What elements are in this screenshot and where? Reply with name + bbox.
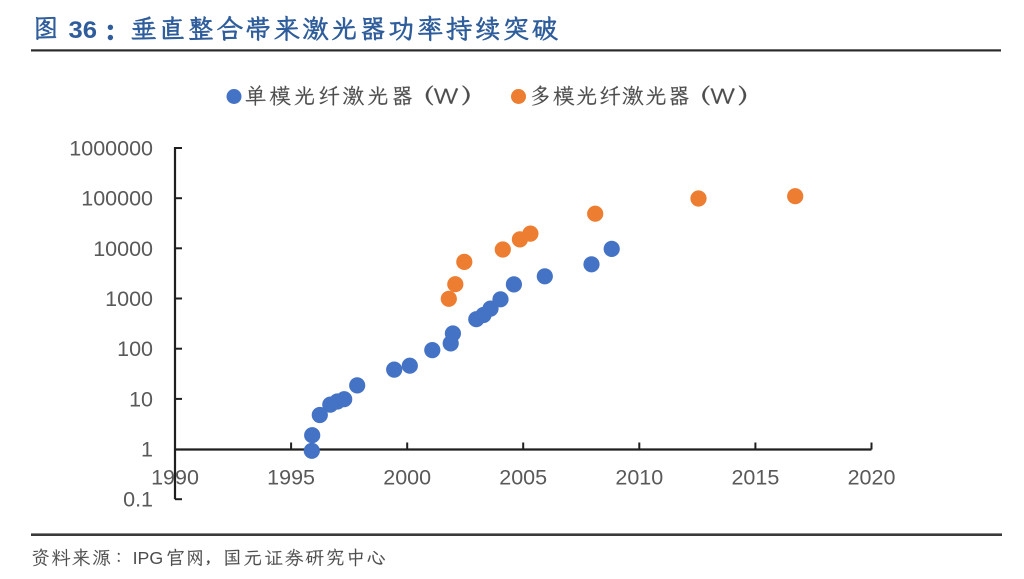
svg-text:2010: 2010: [615, 466, 663, 490]
svg-text:100000: 100000: [81, 187, 153, 211]
svg-text:1000000: 1000000: [69, 137, 153, 161]
svg-text:36: 36: [69, 17, 98, 44]
svg-text:10: 10: [129, 387, 153, 411]
svg-text:2020: 2020: [848, 466, 896, 490]
svg-text:2000: 2000: [383, 466, 431, 490]
svg-text:2015: 2015: [731, 466, 779, 490]
svg-text:10000: 10000: [93, 237, 153, 261]
svg-text:IPG: IPG: [133, 548, 164, 568]
svg-text:0.1: 0.1: [123, 488, 153, 512]
svg-text:1: 1: [141, 438, 153, 462]
svg-text:100: 100: [117, 337, 153, 361]
svg-text:2005: 2005: [499, 466, 547, 490]
svg-text:1990: 1990: [151, 466, 199, 490]
svg-text:1000: 1000: [105, 287, 153, 311]
svg-text:1995: 1995: [267, 466, 315, 490]
